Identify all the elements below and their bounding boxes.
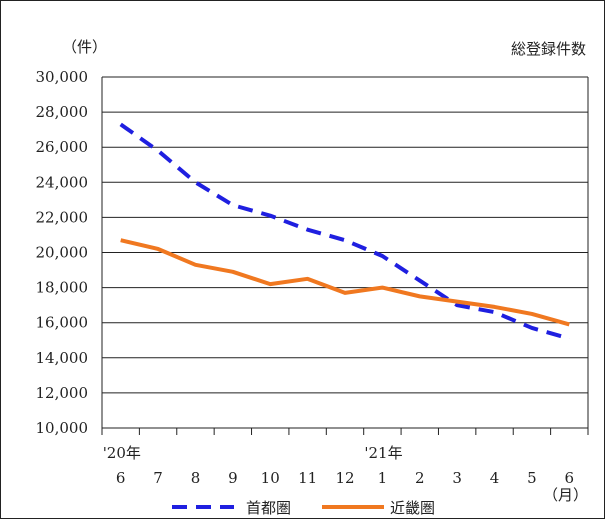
x-tick-label: 1 — [378, 469, 388, 487]
y-tick-label: 22,000 — [36, 208, 89, 226]
y-tick-label: 12,000 — [36, 384, 89, 402]
x-tick-label: 2 — [415, 469, 425, 487]
x-tick-label: 8 — [191, 469, 201, 487]
y-tick-label: 18,000 — [36, 279, 89, 297]
x-tick-label: 10 — [261, 469, 280, 487]
y-tick-label: 30,000 — [36, 68, 89, 86]
x-tick-label: 3 — [452, 469, 462, 487]
x-axis-unit-label: （月） — [543, 486, 588, 504]
legend-label: 首都圏 — [246, 499, 291, 517]
y-axis-unit-label: （件） — [62, 38, 107, 56]
y-tick-label: 24,000 — [36, 173, 89, 191]
x-tick-label: 9 — [228, 469, 238, 487]
x-tick-label: 6 — [565, 469, 575, 487]
y-tick-label: 26,000 — [36, 138, 89, 156]
x-tick-label: 7 — [153, 469, 163, 487]
x-tick-label: 11 — [298, 469, 317, 487]
x-year-label: '20年 — [103, 444, 141, 462]
legend-label: 近畿圏 — [390, 499, 435, 517]
y-tick-label: 10,000 — [36, 419, 89, 437]
x-tick-label: 5 — [527, 469, 537, 487]
x-tick-label: 12 — [335, 469, 354, 487]
y-tick-label: 20,000 — [36, 244, 89, 262]
chart-title: 総登録件数 — [511, 40, 586, 58]
y-tick-label: 28,000 — [36, 103, 89, 121]
x-tick-label: 4 — [490, 469, 500, 487]
x-tick-label: 6 — [116, 469, 126, 487]
y-tick-label: 14,000 — [36, 349, 89, 367]
x-year-label: '21年 — [364, 444, 402, 462]
y-tick-label: 16,000 — [36, 314, 89, 332]
